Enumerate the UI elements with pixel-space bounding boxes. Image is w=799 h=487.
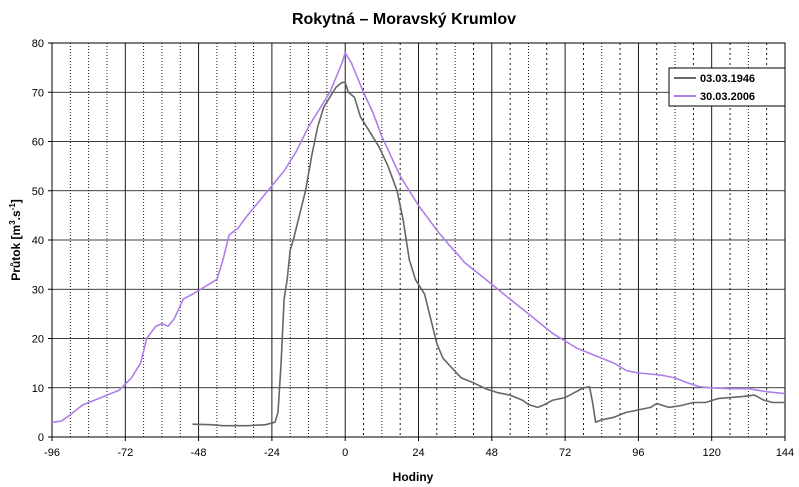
chart-title: Rokytná – Moravský Krumlov <box>292 11 516 28</box>
y-axis-label-mid: .s <box>9 210 23 220</box>
legend-box <box>668 67 786 107</box>
y-tick-label-70: 70 <box>32 87 44 99</box>
x-tick-label--24: -24 <box>264 447 280 459</box>
y-tick-label-80: 80 <box>32 38 44 50</box>
x-tick-label-24: 24 <box>412 447 424 459</box>
y-tick-label-50: 50 <box>32 186 44 198</box>
series-layer <box>51 52 786 427</box>
legend: 03.03.1946 30.03.2006 <box>668 67 786 107</box>
y-tick-label-40: 40 <box>32 235 44 247</box>
y-axis-label-sup2: -1 <box>8 203 17 211</box>
x-tick-label-120: 120 <box>703 447 721 459</box>
y-axis-label: Průtok [m3.s-1] <box>8 199 23 281</box>
x-axis-label: Hodiny <box>393 470 434 484</box>
legend-label-1946: 03.03.1946 <box>700 73 755 85</box>
x-tick-label--96: -96 <box>44 447 60 459</box>
y-tick-label-60: 60 <box>32 137 44 149</box>
y-axis-label-base: Průtok [m <box>9 225 23 281</box>
legend-label-2006: 30.03.2006 <box>700 91 755 103</box>
y-tick-label-0: 0 <box>38 432 44 444</box>
series-line-1946 <box>192 81 785 427</box>
x-tick-label--48: -48 <box>191 447 207 459</box>
y-tick-label-20: 20 <box>32 334 44 346</box>
x-tick-label-96: 96 <box>632 447 644 459</box>
x-tick-label-0: 0 <box>342 447 348 459</box>
x-tick-label-72: 72 <box>559 447 571 459</box>
x-tick-label-144: 144 <box>776 447 794 459</box>
series-line-2006 <box>51 52 786 423</box>
y-axis-label-end: ] <box>9 199 23 203</box>
y-tick-label-30: 30 <box>32 284 44 296</box>
y-tick-label-10: 10 <box>32 383 44 395</box>
grid <box>52 43 785 437</box>
x-tick-label--72: -72 <box>117 447 133 459</box>
x-tick-label-48: 48 <box>486 447 498 459</box>
tick-labels: 0 10 20 30 40 50 60 70 80 -96 -72 -48 -24 0 24 48 72 96 12… <box>32 38 794 459</box>
y-axis-label-sup1: 3 <box>8 220 17 225</box>
